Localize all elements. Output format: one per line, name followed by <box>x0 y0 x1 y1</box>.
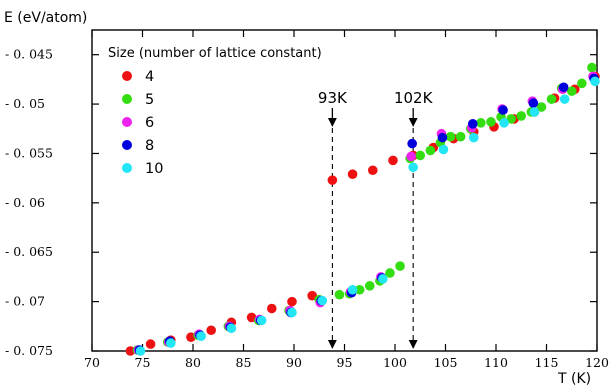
x-axis-title: T (K) <box>557 371 591 385</box>
x-tick-label: 120 <box>585 355 609 370</box>
data-point-size-4 <box>206 325 216 336</box>
data-point-size-10 <box>438 144 449 155</box>
data-point-size-4 <box>327 175 338 185</box>
data-point-size-4 <box>388 155 398 166</box>
data-point-size-8 <box>467 119 478 129</box>
data-point-size-10 <box>196 331 206 341</box>
data-point-size-10 <box>256 315 267 326</box>
y-tick-label: - 0. 05 <box>5 96 45 111</box>
transition-label: 93K <box>318 89 348 107</box>
data-point-size-6 <box>406 151 416 162</box>
data-point-size-4 <box>125 346 136 356</box>
x-tick-label: 90 <box>286 355 302 370</box>
x-tick-label: 105 <box>434 355 458 370</box>
data-point-size-10 <box>468 132 479 143</box>
x-tick-label: 110 <box>484 355 508 370</box>
data-point-size-8 <box>528 98 539 108</box>
y-tick-label: - 0. 045 <box>5 47 53 62</box>
data-point-size-5 <box>415 150 426 161</box>
data-point-size-5 <box>455 131 466 142</box>
data-point-size-10 <box>499 118 509 128</box>
data-point-size-4 <box>307 290 317 301</box>
data-point-size-10 <box>559 94 570 104</box>
data-point-size-5 <box>476 118 486 128</box>
data-point-size-10 <box>529 107 540 117</box>
transition-label: 102K <box>394 89 434 107</box>
data-point-size-8 <box>437 132 448 143</box>
data-point-size-4 <box>145 339 156 349</box>
data-point-size-5 <box>486 117 496 127</box>
data-point-size-10 <box>226 323 237 334</box>
data-point-size-5 <box>587 62 597 73</box>
data-point-size-5 <box>395 261 405 271</box>
legend-marker-size-5 <box>122 94 132 104</box>
plot-frame <box>91 29 598 352</box>
legend-marker-size-10 <box>122 163 132 173</box>
legend-title: Size (number of lattice constant) <box>108 46 322 61</box>
x-tick-label: 80 <box>185 355 201 370</box>
legend-label-size-5: 5 <box>145 92 154 108</box>
data-point-size-10 <box>165 338 176 348</box>
data-point-size-8 <box>558 82 569 93</box>
y-tick-label: - 0. 06 <box>5 195 45 210</box>
legend-label-size-10: 10 <box>145 161 163 177</box>
data-point-size-8 <box>407 138 417 149</box>
data-point-size-5 <box>516 111 527 121</box>
x-tick-label: 100 <box>383 355 407 370</box>
legend-marker-size-8 <box>122 140 132 150</box>
x-tick-label: 95 <box>337 355 353 370</box>
legend-marker-size-6 <box>122 117 132 127</box>
legend-label-size-4: 4 <box>145 69 154 85</box>
data-point-size-10 <box>287 307 297 318</box>
data-point-size-5 <box>364 281 375 291</box>
data-point-size-10 <box>408 162 418 173</box>
data-point-size-10 <box>590 76 600 87</box>
data-point-size-4 <box>266 303 277 314</box>
data-point-size-5 <box>536 102 547 112</box>
data-point-size-10 <box>378 274 388 284</box>
legend-label-size-8: 8 <box>145 138 154 154</box>
x-tick-label: 75 <box>135 355 151 370</box>
y-tick-label: - 0. 075 <box>5 343 53 358</box>
legend-marker-size-4 <box>122 71 132 81</box>
data-point-size-10 <box>135 346 146 356</box>
x-tick-label: 115 <box>535 355 559 370</box>
data-point-size-5 <box>506 114 516 124</box>
data-point-size-5 <box>546 94 557 104</box>
data-point-size-8 <box>498 105 508 115</box>
data-point-size-5 <box>577 78 587 89</box>
data-point-size-5 <box>354 284 365 295</box>
legend-label-size-6: 6 <box>145 115 154 131</box>
x-tick-label: 70 <box>84 355 100 370</box>
data-point-size-5 <box>334 289 345 300</box>
data-point-size-4 <box>367 165 378 176</box>
data-point-size-4 <box>347 169 358 180</box>
y-axis-title: E (eV/atom) <box>4 10 87 26</box>
data-point-size-5 <box>445 131 456 142</box>
data-point-size-4 <box>287 296 297 307</box>
data-point-size-5 <box>385 268 395 278</box>
y-tick-label: - 0. 07 <box>5 294 45 309</box>
y-tick-label: - 0. 055 <box>5 145 53 160</box>
data-point-size-10 <box>347 284 358 295</box>
y-tick-label: - 0. 065 <box>5 244 53 259</box>
data-point-size-5 <box>425 145 436 156</box>
data-point-size-5 <box>566 86 577 97</box>
x-tick-label: 85 <box>236 355 252 370</box>
data-point-size-10 <box>317 295 328 306</box>
